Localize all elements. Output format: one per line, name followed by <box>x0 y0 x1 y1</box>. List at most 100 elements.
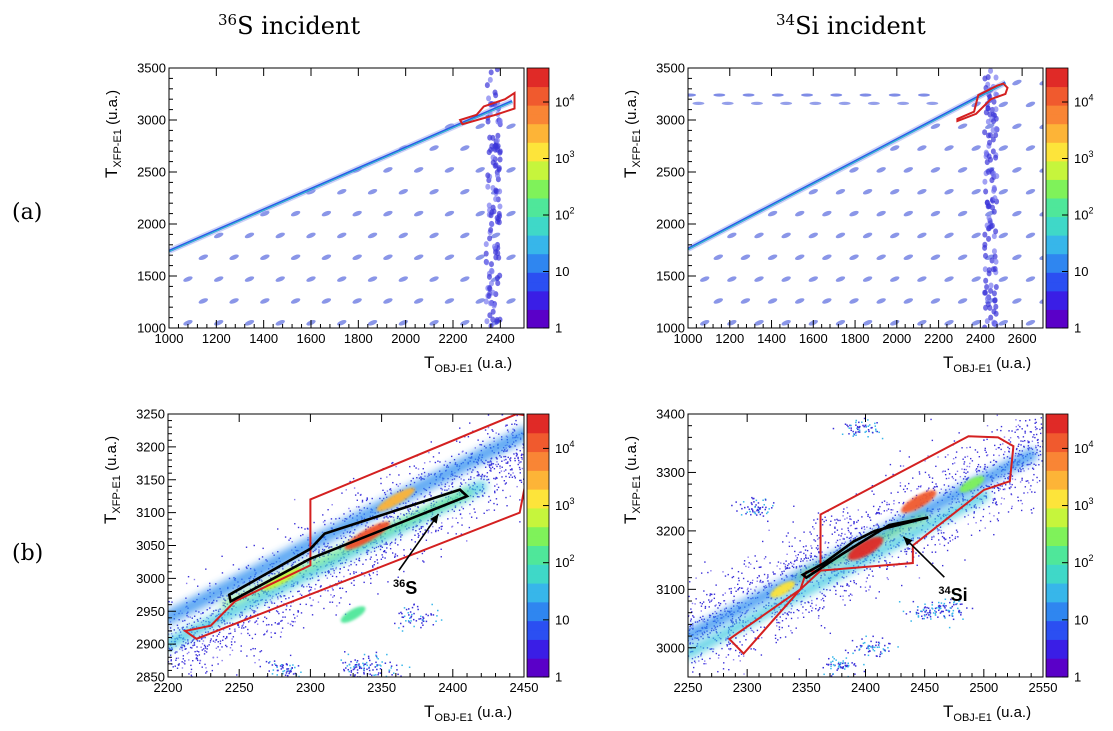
scatter-point <box>836 518 838 521</box>
scatter-point <box>324 589 326 592</box>
scatter-point <box>375 554 377 556</box>
scatter-point <box>513 453 515 455</box>
scatter-point <box>504 483 507 485</box>
scatter-point <box>842 537 844 540</box>
scatter-point <box>116 692 117 693</box>
scatter-point <box>785 617 787 620</box>
scatter-point <box>394 542 397 544</box>
scatter-point <box>313 521 315 524</box>
scatter-point <box>963 463 965 465</box>
scatter-point <box>285 598 287 600</box>
scatter-point <box>471 471 473 473</box>
scatter-point <box>505 450 507 452</box>
scatter-point <box>123 662 124 663</box>
top-row-blob <box>838 101 851 105</box>
scatter-point <box>176 651 178 653</box>
scatter-point <box>221 572 224 574</box>
scatter-point <box>119 657 120 658</box>
cluster-point <box>343 668 345 671</box>
scatter-point <box>181 649 184 652</box>
scatter-point <box>238 626 240 628</box>
scatter-point <box>986 466 989 468</box>
scatter-point <box>467 435 470 438</box>
scatter-point <box>249 620 251 622</box>
scatter-point <box>349 530 352 533</box>
scatter-point <box>115 695 116 696</box>
scatter-point <box>1008 450 1010 453</box>
scatter-point <box>324 519 326 522</box>
scatter-point <box>508 410 509 411</box>
cluster-blob <box>413 254 424 261</box>
cluster-blob <box>198 254 209 261</box>
scatter-point <box>376 562 379 564</box>
scatter-point <box>554 429 555 430</box>
cluster-blob <box>835 276 846 282</box>
scatter-point <box>924 460 926 462</box>
scatter-point <box>326 545 329 547</box>
cluster-blob <box>460 232 470 239</box>
cluster-point <box>403 615 406 618</box>
scatter-point <box>1075 410 1076 411</box>
scatter-point <box>192 639 194 641</box>
scatter-point <box>765 586 768 588</box>
colorbar-cell <box>527 442 549 453</box>
scatter-point <box>212 610 215 612</box>
scatter-point <box>509 459 512 462</box>
scatter-point <box>457 522 459 524</box>
scatter-point <box>314 558 316 560</box>
scatter-point <box>777 621 780 624</box>
scatter-point <box>640 670 641 671</box>
scatter-point <box>135 658 136 659</box>
scatter-point <box>253 582 256 585</box>
scatter-point <box>554 405 555 406</box>
scatter-point <box>957 536 959 538</box>
vertical-band-point <box>490 204 496 211</box>
scatter-point <box>723 662 725 664</box>
scatter-point <box>516 485 518 488</box>
scatter-point <box>367 549 370 552</box>
colorbar-cell <box>527 225 549 236</box>
scatter-point <box>113 635 114 636</box>
cluster-blob <box>795 298 805 304</box>
scatter-point <box>216 635 219 637</box>
scatter-point <box>569 392 570 393</box>
scatter-point <box>561 394 562 395</box>
scatter-point <box>965 472 967 474</box>
scatter-point <box>1023 470 1025 472</box>
scatter-point <box>850 533 852 535</box>
scatter-point <box>1095 414 1096 415</box>
cluster-blob <box>998 188 1009 195</box>
scatter-point <box>954 473 957 476</box>
top-row-blob <box>926 101 939 105</box>
scatter-point <box>367 526 369 528</box>
scatter-point <box>307 553 309 555</box>
scatter-point <box>307 528 309 530</box>
cluster-point <box>286 664 288 666</box>
scatter-point <box>444 489 446 491</box>
scatter-point <box>522 478 524 480</box>
scatter-point <box>417 506 419 508</box>
scatter-point <box>784 566 787 568</box>
scatter-point <box>121 706 122 707</box>
plot-area <box>688 68 1043 328</box>
scatter-point <box>1034 426 1037 428</box>
scatter-point <box>1024 486 1027 488</box>
colorbar-cell <box>1046 235 1068 245</box>
scatter-point <box>181 646 183 648</box>
cluster-blob <box>444 254 455 261</box>
scatter-point <box>369 502 371 505</box>
scatter-point <box>108 700 109 701</box>
scatter-point <box>715 584 717 586</box>
scatter-point <box>204 647 207 649</box>
scatter-point <box>393 519 395 521</box>
scatter-point <box>811 547 813 549</box>
scatter-point <box>553 418 554 419</box>
scatter-point <box>556 420 557 421</box>
scatter-point <box>643 708 644 709</box>
scatter-point <box>407 509 409 511</box>
scatter-point <box>408 510 410 513</box>
cluster-blob <box>506 254 516 261</box>
scatter-point <box>754 555 756 557</box>
scatter-point <box>222 635 225 638</box>
scatter-point <box>158 629 159 630</box>
